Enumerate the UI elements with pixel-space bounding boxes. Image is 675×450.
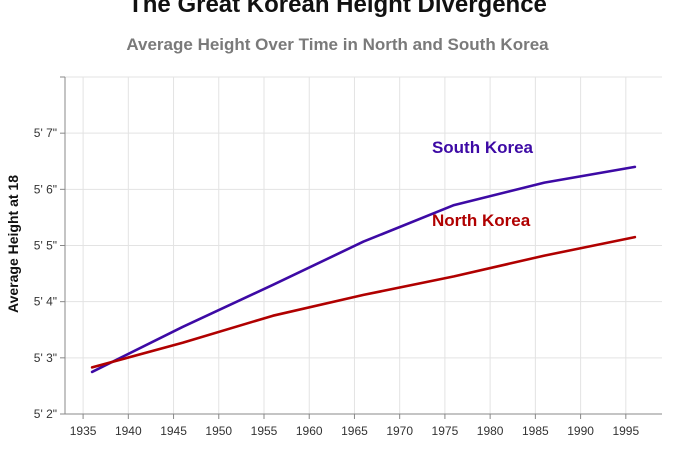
y-tick-label: 5' 7" [34,126,57,140]
series-lines [90,165,637,374]
x-tick-label: 1975 [432,424,459,438]
y-tick-label: 5' 2" [34,407,57,421]
tick-labels: 1935 1940 1945 1950 1955 1960 1965 1970 1975 1980… [34,126,640,438]
x-tick-label: 1960 [296,424,323,438]
x-tick-label: 1990 [567,424,594,438]
south-korea-line [90,165,637,374]
x-tick-label: 1995 [612,424,639,438]
north-korea-line [90,235,637,369]
chart-subtitle: Average Height Over Time in North and So… [126,35,549,54]
y-tick-label: 5' 6" [34,182,57,196]
chart-title: The Great Korean Height Divergence [128,0,547,18]
x-tick-label: 1970 [386,424,413,438]
axes [60,76,662,419]
y-axis-label: Average Height at 18 [5,175,21,313]
x-tick-label: 1965 [341,424,368,438]
x-tick-label: 1950 [205,424,232,438]
x-tick-label: 1935 [70,424,97,438]
north-korea-label: North Korea [432,211,531,230]
y-tick-label: 5' 5" [34,239,57,253]
x-tick-label: 1955 [251,424,278,438]
x-tick-label: 1980 [477,424,504,438]
x-tick-label: 1945 [160,424,187,438]
x-tick-label: 1985 [522,424,549,438]
y-tick-label: 5' 3" [34,351,57,365]
south-korea-label: South Korea [432,138,534,157]
y-tick-label: 5' 4" [34,295,57,309]
series-labels: South Korea North Korea [432,138,534,230]
gridlines [65,76,662,415]
x-tick-label: 1940 [115,424,142,438]
